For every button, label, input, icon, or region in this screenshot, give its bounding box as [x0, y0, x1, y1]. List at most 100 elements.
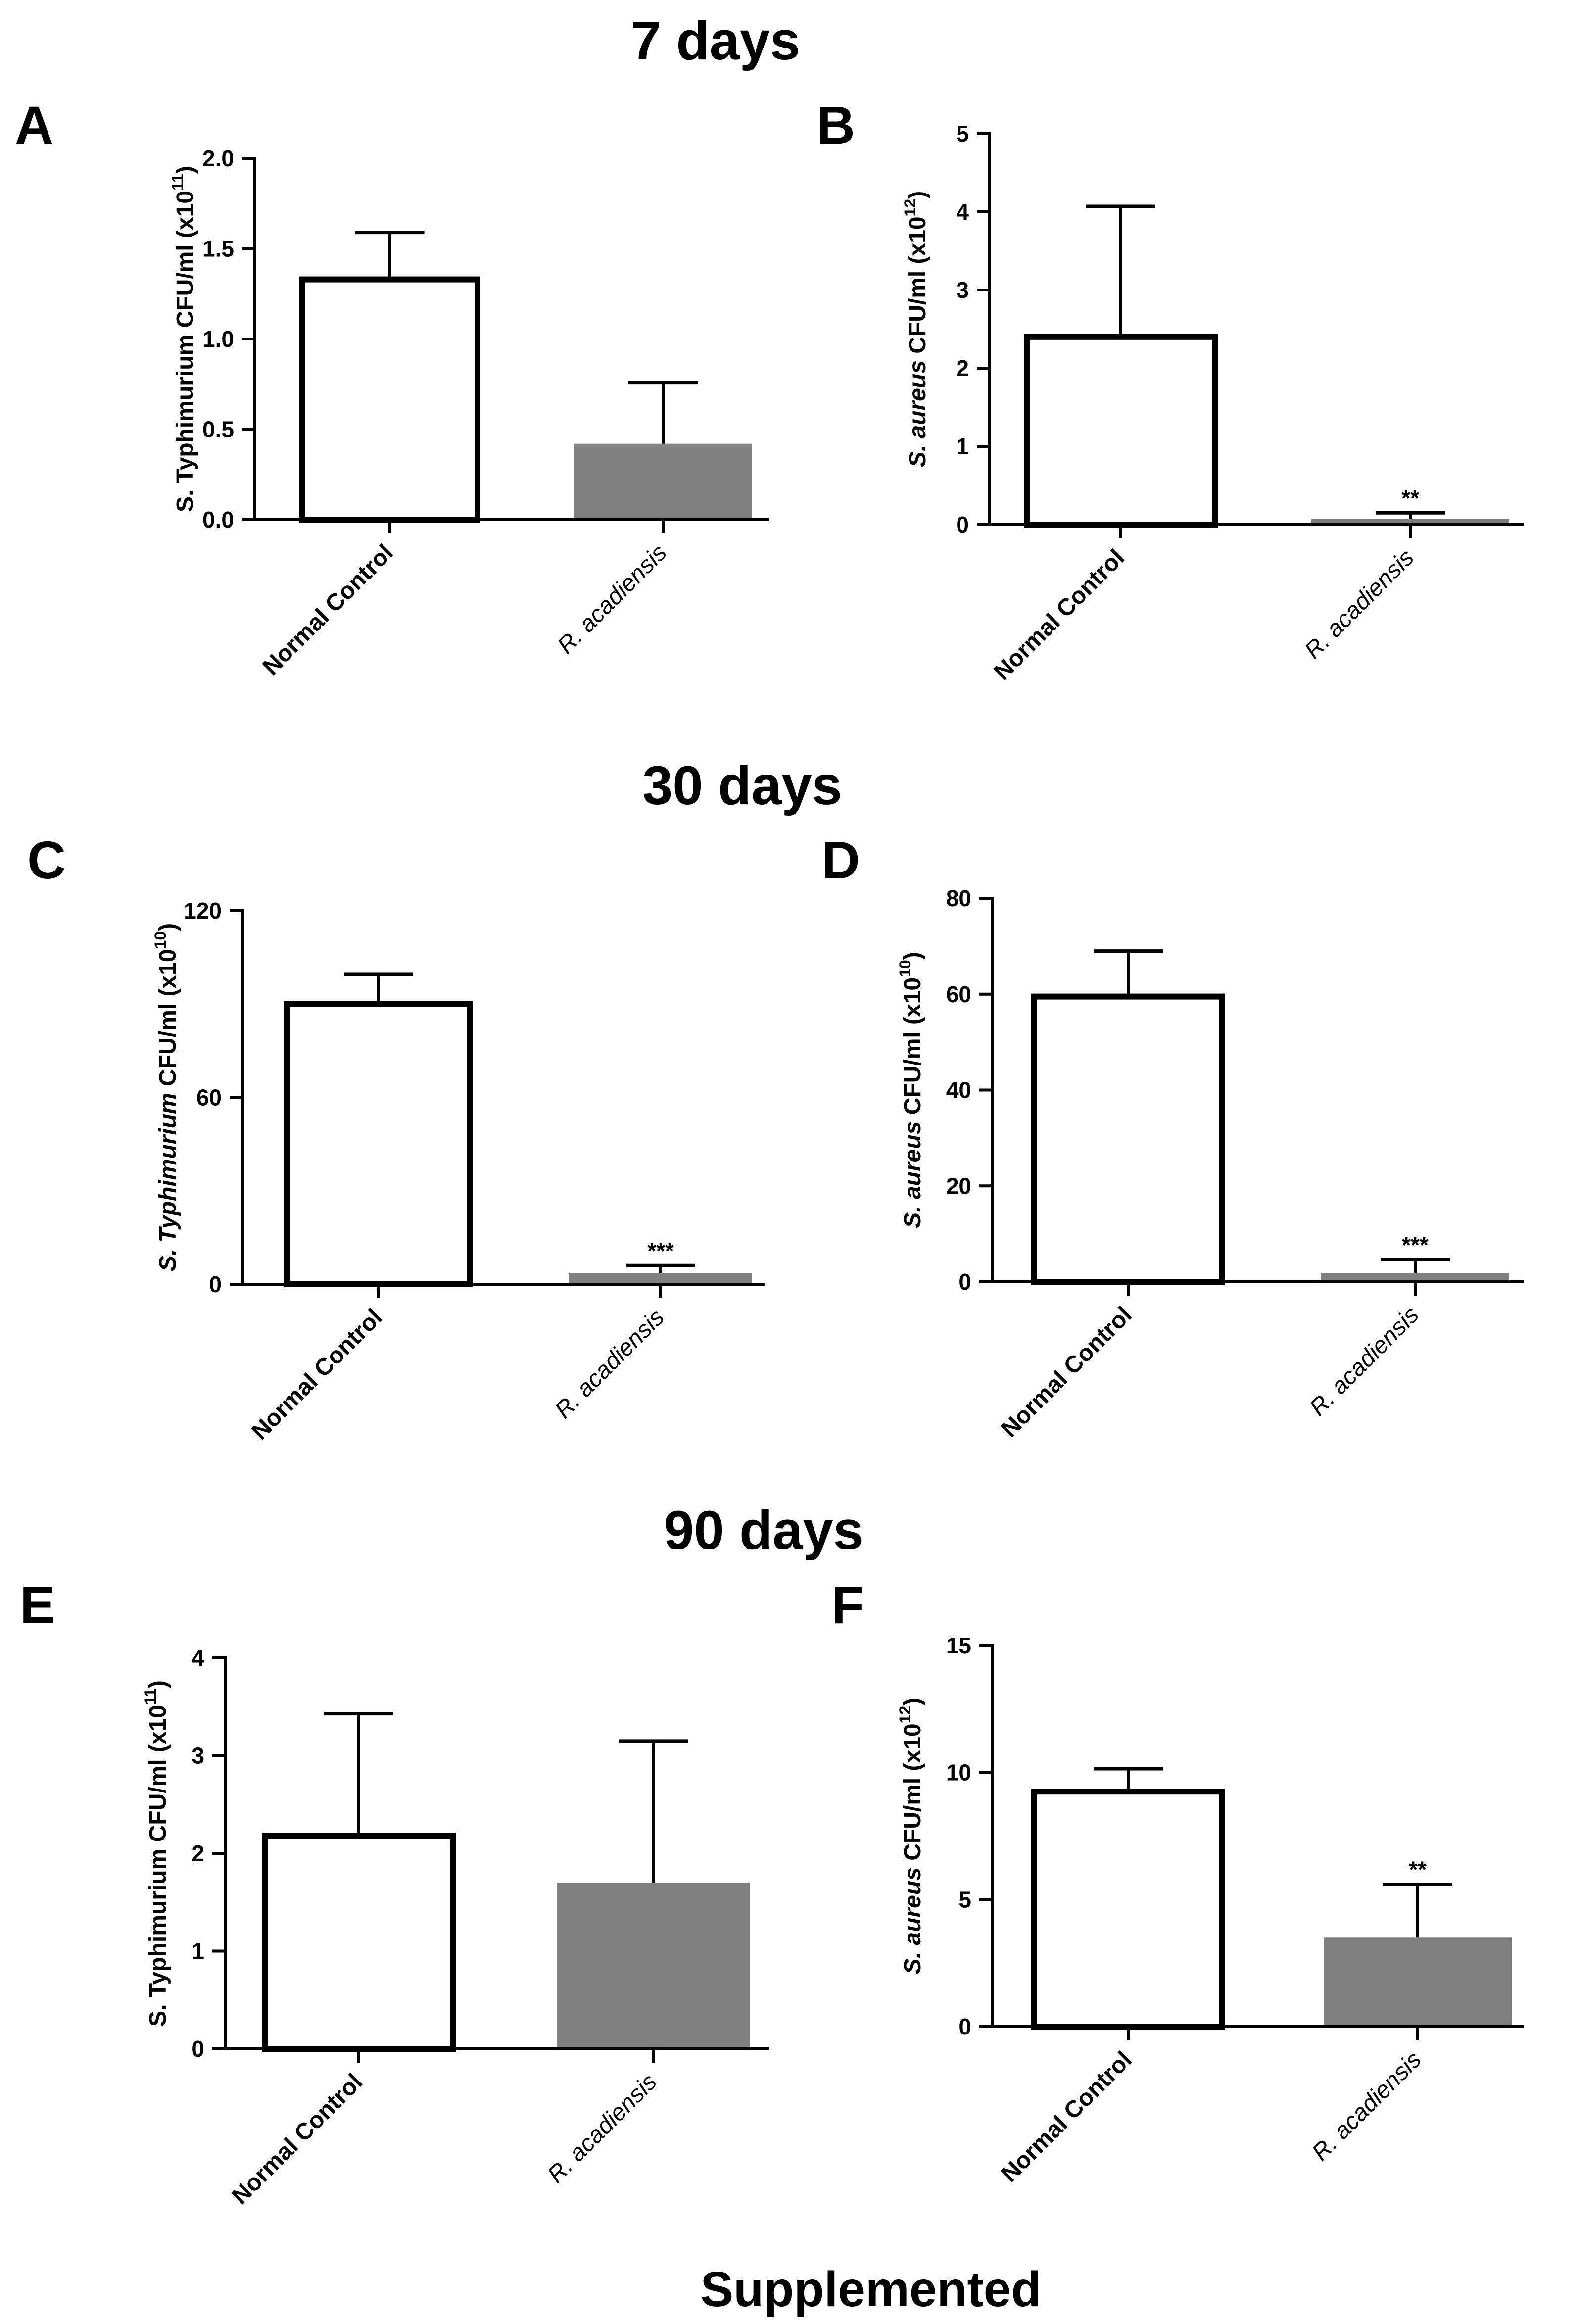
- y-tick-label-f-2: 10: [946, 1760, 971, 1786]
- y-tick-label-f-3: 15: [946, 1633, 971, 1658]
- y-axis-label-prefix-e: S.: [145, 2004, 171, 2026]
- x-label-c-0: Normal Control: [246, 1304, 387, 1445]
- y-tick-label-d-0: 0: [958, 1269, 971, 1295]
- y-axis-label-main-b: CFU/ml (x10: [905, 216, 931, 360]
- section-title-7-days: 7 days: [631, 10, 800, 71]
- section-title-90-days: 90 days: [664, 1500, 863, 1561]
- y-tick-label-b-2: 2: [956, 355, 969, 381]
- x-label-b-1: R. acadiensis: [1300, 544, 1419, 664]
- y-tick-label-c-0: 0: [209, 1271, 222, 1297]
- panel-letter-a: A: [15, 95, 53, 155]
- significance-b-1: **: [1401, 485, 1419, 511]
- y-axis-label-close-b: ): [905, 191, 931, 199]
- footer-label: Supplemented: [701, 2262, 1042, 2317]
- y-tick-label-c-1: 60: [196, 1085, 222, 1111]
- significance-d-1: ***: [1402, 1232, 1429, 1258]
- bar-e-0: [262, 1833, 456, 2052]
- panels: A Normal Control R. acadiensis 0.0 0.5 1.0 1.5…: [15, 95, 1524, 2210]
- panel-letter-f: F: [831, 1575, 864, 1635]
- y-axis-label-close-a: ): [172, 166, 198, 174]
- y-axis-label-exponent-f: 12: [896, 1706, 914, 1724]
- y-axis-label-close-f: ): [900, 1698, 926, 1706]
- y-axis-label-b: S. aureus CFU/ml (x1012): [901, 191, 931, 467]
- y-tick-label-a-4: 2.0: [202, 145, 234, 171]
- y-tick-label-c-2: 120: [184, 898, 222, 923]
- bar-e-1: [557, 1883, 750, 2049]
- y-tick-label-a-2: 1.0: [202, 326, 234, 352]
- y-axis-label-a: S. Typhimurium CFU/ml (x1011): [169, 166, 198, 512]
- x-label-e-1: R. acadiensis: [543, 2069, 662, 2188]
- y-axis-label-main-e: Typhimurium CFU/ml (x10: [145, 1705, 171, 2004]
- y-axis-label-e: S. Typhimurium CFU/ml (x1011): [142, 1680, 171, 2027]
- y-tick-label-d-2: 40: [946, 1077, 971, 1103]
- x-label-d-1: R. acadiensis: [1305, 1302, 1424, 1421]
- y-axis-label-exponent-d: 10: [896, 960, 914, 977]
- y-axis-label-c: S. Typhimurium CFU/ml (x1010): [151, 923, 181, 1271]
- panel-letter-d: D: [821, 830, 860, 890]
- y-axis-label-exponent-a: 11: [169, 174, 187, 191]
- y-axis-label-exponent-c: 10: [151, 931, 169, 949]
- y-tick-label-b-5: 5: [956, 121, 969, 146]
- panel-letter-b: B: [816, 95, 855, 155]
- y-axis-label-close-d: ): [900, 952, 926, 960]
- y-axis-label-exponent-e: 11: [142, 1688, 159, 1705]
- y-tick-label-d-4: 80: [946, 885, 971, 911]
- y-tick-label-b-4: 4: [956, 199, 969, 225]
- bar-a-1: [574, 443, 752, 520]
- y-axis-label-prefix-d: S. aureus: [900, 1121, 926, 1228]
- y-axis-label-exponent-b: 12: [901, 199, 919, 217]
- bar-b-1: [1311, 519, 1509, 525]
- y-axis-label-prefix-c: S. Typhimurium: [155, 1093, 181, 1271]
- bar-d-1: [1321, 1273, 1509, 1282]
- bar-d-0: [1031, 993, 1225, 1285]
- y-axis-label-f: S. aureus CFU/ml (x1012): [896, 1698, 926, 1974]
- y-axis-label-prefix-f: S. aureus: [900, 1867, 926, 1974]
- bar-c-1: [569, 1273, 752, 1284]
- bar-a-0: [299, 276, 480, 523]
- y-tick-label-a-3: 1.5: [202, 236, 234, 262]
- y-axis-label-close-e: ): [145, 1680, 171, 1688]
- panel-letter-e: E: [20, 1575, 55, 1635]
- y-tick-label-b-1: 1: [956, 434, 969, 459]
- y-axis-label-main-a: Typhimurium CFU/ml (x10: [172, 191, 198, 490]
- y-axis-label-main-c: CFU/ml (x10: [155, 949, 181, 1093]
- panel-e: E Normal Control R. acadiensis 0 1 2 3 4 S. Typh…: [20, 1575, 769, 2210]
- y-tick-label-d-3: 60: [946, 981, 971, 1007]
- bar-f-0: [1031, 1789, 1225, 2030]
- y-tick-label-b-0: 0: [956, 512, 969, 537]
- y-tick-label-e-3: 3: [192, 1743, 204, 1769]
- bar-f-1: [1324, 1937, 1512, 2027]
- y-axis-label-main-d: CFU/ml (x10: [900, 977, 926, 1121]
- y-axis-label-main-f: CFU/ml (x10: [900, 1723, 926, 1867]
- y-tick-label-f-1: 5: [958, 1887, 971, 1912]
- y-tick-label-e-1: 1: [192, 1938, 204, 1964]
- y-tick-label-d-1: 20: [946, 1173, 971, 1199]
- x-label-e-0: Normal Control: [227, 2069, 368, 2209]
- y-axis-label-close-c: ): [155, 923, 181, 931]
- x-label-d-0: Normal Control: [996, 1302, 1137, 1443]
- panel-letter-c: C: [27, 830, 66, 890]
- y-tick-label-f-0: 0: [958, 2014, 971, 2039]
- significance-c-1: ***: [647, 1238, 674, 1263]
- y-tick-label-a-0: 0.0: [202, 507, 234, 533]
- y-tick-label-a-1: 0.5: [202, 417, 234, 442]
- y-tick-label-b-3: 3: [956, 277, 969, 303]
- bar-c-0: [284, 1001, 473, 1287]
- y-tick-label-e-2: 2: [192, 1840, 204, 1866]
- y-tick-label-e-0: 0: [192, 2036, 204, 2062]
- x-label-c-1: R. acadiensis: [550, 1304, 670, 1423]
- y-tick-label-e-4: 4: [192, 1645, 204, 1671]
- x-label-a-0: Normal Control: [258, 539, 399, 680]
- x-label-f-0: Normal Control: [996, 2046, 1137, 2187]
- panel-a: A Normal Control R. acadiensis 0.0 0.5 1.0 1.5…: [15, 95, 769, 680]
- x-label-a-1: R. acadiensis: [553, 539, 672, 659]
- y-axis-label-prefix-b: S. aureus: [905, 360, 931, 467]
- bar-b-0: [1024, 334, 1218, 528]
- significance-f-1: **: [1409, 1857, 1427, 1883]
- panel-f: F Normal Control ** R. acadiensis 0 5 10 15 S. a…: [831, 1575, 1524, 2187]
- y-axis-label-prefix-a: S.: [172, 489, 198, 512]
- section-title-30-days: 30 days: [642, 755, 842, 816]
